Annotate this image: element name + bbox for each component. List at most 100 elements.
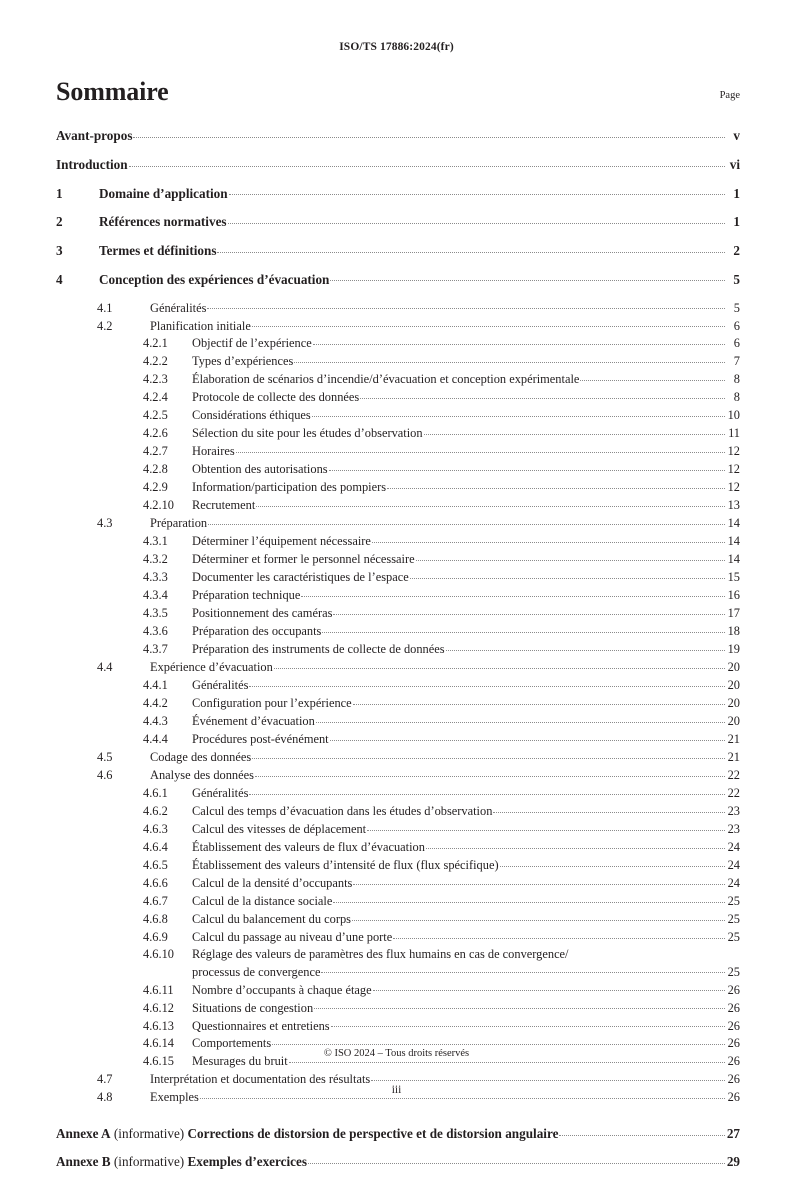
toc-entry-level-3[interactable]: 4.2.7 Horaires 12 [56, 443, 740, 459]
toc-entry-level-3[interactable]: 4.6.12 Situations de congestion 26 [56, 999, 740, 1015]
page-title: Sommaire [56, 77, 169, 106]
toc-page-number: 29 [726, 1154, 740, 1170]
toc-entry-label: Codage des données [150, 750, 252, 765]
toc-entry-level-3[interactable]: 4.2.3 Élaboration de scénarios d’incendie… [56, 371, 740, 387]
toc-entry-level-2[interactable]: 4.8 Exemples 26 [56, 1089, 740, 1105]
toc-entry-level-3[interactable]: 4.2.8 Obtention des autorisations 12 [56, 461, 740, 477]
toc-entry-level-2[interactable]: 4.6 Analyse des données 22 [56, 767, 740, 783]
toc-entry-level-3[interactable]: 4.6.7 Calcul de la distance sociale 25 [56, 893, 740, 909]
copyright-notice: © ISO 2024 – Tous droits réservés [323, 1048, 470, 1059]
toc-entry-level-3[interactable]: 4.4.4 Procédures post-événément 21 [56, 731, 740, 747]
toc-entry-frontmatter[interactable]: Avant-propos v [56, 127, 740, 144]
toc-entry-level-2[interactable]: 4.3 Préparation 14 [56, 515, 740, 531]
toc-entry-level-1[interactable]: 4 Conception des expériences d’évacuation… [56, 270, 740, 287]
toc-entry-level-3[interactable]: 4.3.4 Préparation technique 16 [56, 587, 740, 603]
toc-entry-level-2[interactable]: 4.5 Codage des données 21 [56, 749, 740, 765]
dot-leader [371, 1071, 725, 1083]
toc-entry-level-3[interactable]: 4.3.6 Préparation des occupants 18 [56, 623, 740, 639]
document-header-id: ISO/TS 17886:2024(fr) [339, 41, 454, 53]
toc-page-number: 26 [727, 1072, 740, 1087]
dot-leader [372, 981, 725, 993]
toc-entry-level-3[interactable]: 4.4.3 Événement d’évacuation 20 [56, 713, 740, 729]
dot-leader [133, 127, 725, 140]
toc-page-number: 24 [727, 876, 740, 891]
toc-entry-label: Interprétation et documentation des résu… [150, 1072, 371, 1087]
toc-entry-level-3[interactable]: 4.3.7 Préparation des instruments de coll… [56, 641, 740, 657]
toc-entry-level-3[interactable]: 4.6.3 Calcul des vitesses de déplacement 2… [56, 821, 740, 837]
toc-entry-annex[interactable]: Annexe A (informative) Corrections de di… [56, 1125, 740, 1142]
toc-entry-level-3[interactable]: 4.6.4 Établissement des valeurs de flux d… [56, 839, 740, 855]
toc-entry-level-3[interactable]: 4.6.10 Réglage des valeurs de paramètres … [56, 947, 740, 962]
toc-entry-level-3[interactable]: 4.3.3 Documenter les caractéristiques de … [56, 569, 740, 585]
toc-entry-level-3[interactable]: 4.2.6 Sélection du site pour les études d… [56, 425, 740, 441]
toc-entry-number: 4.6.1 [143, 786, 168, 801]
toc-entry-level-2[interactable]: 4.1 Généralités 5 [56, 299, 740, 315]
toc-page-number: 17 [727, 606, 740, 621]
dot-leader [315, 713, 725, 725]
toc-entry-level-3[interactable]: 4.4.2 Configuration pour l’expérience 20 [56, 695, 740, 711]
toc-entry-number: 4.2.5 [143, 408, 168, 423]
toc-entry-level-3[interactable]: 4.2.10 Recrutement 13 [56, 497, 740, 513]
toc-entry-annex[interactable]: Annexe B (informative) Exemples d’exerci… [56, 1153, 740, 1170]
toc-entry-level-2[interactable]: 4.7 Interprétation et documentation des r… [56, 1071, 740, 1087]
toc-entry-number: 4.3.4 [143, 588, 168, 603]
toc-entry-level-3[interactable]: 4.6.1 Généralités 22 [56, 785, 740, 801]
toc-entry-level-3[interactable]: 4.3.1 Déterminer l’équipement nécessaire 1… [56, 533, 740, 549]
toc-entry-label: Références normatives [99, 214, 227, 230]
toc-entry-level-3[interactable]: 4.6.11 Nombre d’occupants à chaque étage 2… [56, 981, 740, 997]
dot-leader [208, 515, 725, 527]
toc-entry-level-3[interactable]: 4.3.2 Déterminer et former le personnel n… [56, 551, 740, 567]
toc-entry-level-3[interactable]: 4.6.13 Questionnaires et entretiens 26 [56, 1017, 740, 1033]
dot-leader [580, 371, 725, 383]
dot-leader [371, 533, 725, 545]
toc-entry-level-2[interactable]: 4.2 Planification initiale 6 [56, 317, 740, 333]
toc-entry-level-3[interactable]: 4.6.8 Calcul du balancement du corps 25 [56, 911, 740, 927]
dot-leader [254, 767, 725, 779]
toc-entry-label: Préparation des instruments de collecte … [192, 642, 445, 657]
toc-annex-number: Annexe A [56, 1126, 111, 1142]
toc-entry-level-3[interactable]: 4.6.2 Calcul des temps d’évacuation dans … [56, 803, 740, 819]
toc-entry-number: 4.2.3 [143, 372, 168, 387]
toc-entry-continuation[interactable]: processus de convergence 25 [56, 963, 740, 979]
toc-entry-label: processus de convergence [192, 964, 321, 979]
toc-entry-label: Recrutement [192, 498, 256, 513]
toc-entry-number: 4.1 [97, 300, 113, 315]
toc-entry-frontmatter[interactable]: Introduction vi [56, 156, 740, 173]
toc-entry-level-3[interactable]: 4.2.4 Protocole de collecte des données 8 [56, 389, 740, 405]
toc-entry-number: 4.6.10 [143, 946, 174, 961]
toc-entry-level-3[interactable]: 4.6.15 Mesurages du bruit 26 [56, 1053, 740, 1069]
toc-entry-level-3[interactable]: 4.2.9 Information/participation des pompi… [56, 479, 740, 495]
toc-entry-level-1[interactable]: 2 Références normatives 1 [56, 213, 740, 230]
dot-leader [308, 1153, 725, 1166]
toc-entry-level-3[interactable]: 4.2.5 Considérations éthiques 10 [56, 407, 740, 423]
toc-entry-level-3[interactable]: 4.6.9 Calcul du passage au niveau d’une p… [56, 929, 740, 945]
toc-entry-level-3[interactable]: 4.4.1 Généralités 20 [56, 677, 740, 693]
toc-entry-level-3[interactable]: 4.2.2 Types d’expériences 7 [56, 353, 740, 369]
toc-page-number: 1 [733, 214, 740, 230]
toc-entry-level-3[interactable]: 4.6.5 Établissement des valeurs d’intensi… [56, 857, 740, 873]
toc-entry-level-3[interactable]: 4.6.6 Calcul de la densité d’occupants 24 [56, 875, 740, 891]
toc-entry-label: Information/participation des pompiers [192, 480, 387, 495]
toc-entry-number: 4.3 [97, 516, 113, 531]
dot-leader [288, 1053, 725, 1065]
toc-entry-level-2[interactable]: 4.4 Expérience d’évacuation 20 [56, 659, 740, 675]
toc-entry-number: 4.6.8 [143, 911, 168, 926]
toc-entry-number: 2 [56, 214, 63, 230]
toc-annex-title: Exemples d’exercices [187, 1154, 308, 1170]
dot-leader [415, 551, 725, 563]
toc-annex-label: Annexe A (informative) Corrections de di… [56, 1126, 558, 1142]
toc-entry-label: Objectif de l’expérience [192, 336, 312, 351]
toc-entry-level-1[interactable]: 1 Domaine d’application 1 [56, 184, 740, 201]
toc-entry-level-1[interactable]: 3 Termes et définitions 2 [56, 242, 740, 259]
toc-entry-label: Généralités [192, 786, 249, 801]
toc-entry-number: 4.2.1 [143, 336, 168, 351]
toc-page-number: 22 [727, 786, 740, 801]
toc-entry-level-3[interactable]: 4.3.5 Positionnement des caméras 17 [56, 605, 740, 621]
toc-page-number: 14 [727, 534, 740, 549]
toc-entry-level-3[interactable]: 4.2.1 Objectif de l’expérience 6 [56, 335, 740, 351]
dot-leader [445, 641, 725, 653]
toc-page-number: 18 [727, 624, 740, 639]
toc-entry-level-3[interactable]: 4.6.14 Comportements 26 [56, 1035, 740, 1051]
toc-entry-label: Généralités [150, 300, 207, 315]
toc-entry-label: Avant-propos [56, 128, 133, 144]
